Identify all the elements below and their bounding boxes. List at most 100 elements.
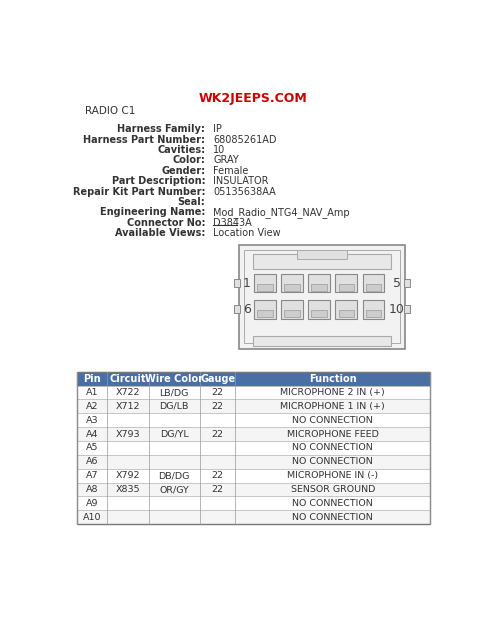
Bar (254, 300, 276, 319)
Text: DG/YL: DG/YL (160, 429, 189, 438)
Bar (339, 310, 354, 317)
Text: 5: 5 (393, 276, 400, 290)
Bar (297, 250, 347, 259)
Bar (77, 455, 430, 468)
Bar (308, 300, 330, 319)
Text: 22: 22 (212, 429, 224, 438)
Bar (77, 510, 430, 524)
Bar (77, 399, 430, 413)
Bar (77, 413, 430, 427)
Text: 22: 22 (212, 471, 224, 480)
Text: GRAY: GRAY (213, 156, 239, 165)
Text: A9: A9 (86, 499, 99, 508)
Text: D3843A: D3843A (213, 218, 252, 228)
Text: MICROPHONE 2 IN (+): MICROPHONE 2 IN (+) (280, 388, 385, 397)
Text: A1: A1 (86, 388, 99, 397)
Text: Location View: Location View (213, 228, 281, 238)
Text: A8: A8 (86, 485, 99, 494)
Bar (403, 279, 410, 287)
Bar (336, 274, 357, 292)
Text: Pin: Pin (83, 374, 101, 383)
Text: NO CONNECTION: NO CONNECTION (293, 444, 373, 452)
Text: A6: A6 (86, 458, 99, 467)
Bar (284, 310, 300, 317)
Text: LB/DG: LB/DG (159, 388, 189, 397)
Bar (77, 441, 430, 455)
Text: MICROPHONE 1 IN (+): MICROPHONE 1 IN (+) (280, 402, 385, 411)
Text: Color:: Color: (172, 156, 205, 165)
Bar (234, 279, 240, 287)
Text: OR/GY: OR/GY (159, 485, 189, 494)
Text: 05135638AA: 05135638AA (213, 186, 276, 196)
Bar (77, 372, 430, 524)
Text: Harness Family:: Harness Family: (117, 124, 205, 134)
Text: A4: A4 (86, 429, 99, 438)
Text: IP: IP (213, 124, 222, 134)
Text: NO CONNECTION: NO CONNECTION (293, 458, 373, 467)
Text: Seal:: Seal: (178, 197, 205, 207)
Text: Repair Kit Part Number:: Repair Kit Part Number: (73, 186, 205, 196)
Text: X793: X793 (115, 429, 140, 438)
Bar (403, 305, 410, 313)
Bar (362, 300, 384, 319)
Bar (77, 427, 430, 441)
Bar (308, 274, 330, 292)
Bar (257, 310, 273, 317)
Text: WK2JEEPS.COM: WK2JEEPS.COM (199, 92, 308, 105)
Bar (281, 274, 303, 292)
Text: Circuit: Circuit (109, 374, 146, 383)
Bar (77, 483, 430, 497)
Bar (254, 274, 276, 292)
Text: Function: Function (309, 374, 356, 383)
Text: X835: X835 (115, 485, 140, 494)
Text: RADIO C1: RADIO C1 (85, 106, 136, 116)
Text: INSULATOR: INSULATOR (213, 176, 268, 186)
Text: X712: X712 (115, 402, 140, 411)
Text: Female: Female (213, 166, 248, 176)
Bar (252, 254, 391, 269)
Bar (77, 372, 430, 385)
Text: A3: A3 (86, 416, 99, 425)
Bar (284, 284, 300, 291)
Text: Engineering Name:: Engineering Name: (100, 207, 205, 218)
Bar (77, 468, 430, 483)
Text: 22: 22 (212, 485, 224, 494)
Text: X722: X722 (115, 388, 140, 397)
Text: Available Views:: Available Views: (115, 228, 205, 238)
Text: MICROPHONE FEED: MICROPHONE FEED (287, 429, 379, 438)
Bar (366, 310, 381, 317)
Text: Harness Part Number:: Harness Part Number: (83, 134, 205, 145)
Bar (239, 244, 405, 349)
Bar (311, 284, 327, 291)
Text: A5: A5 (86, 444, 99, 452)
Bar (339, 284, 354, 291)
Text: A7: A7 (86, 471, 99, 480)
Text: MICROPHONE IN (-): MICROPHONE IN (-) (287, 471, 378, 480)
Bar (366, 284, 381, 291)
Text: Mod_Radio_NTG4_NAV_Amp: Mod_Radio_NTG4_NAV_Amp (213, 207, 349, 218)
Text: 10: 10 (213, 145, 225, 155)
Bar (336, 300, 357, 319)
Text: 10: 10 (389, 303, 404, 316)
Bar (77, 385, 430, 399)
Text: X792: X792 (115, 471, 140, 480)
Text: NO CONNECTION: NO CONNECTION (293, 513, 373, 522)
Text: Connector No:: Connector No: (127, 218, 205, 228)
Text: Wire Color: Wire Color (145, 374, 203, 383)
Text: SENSOR GROUND: SENSOR GROUND (291, 485, 375, 494)
Bar (281, 300, 303, 319)
Bar (311, 310, 327, 317)
Bar (244, 250, 400, 343)
Text: 1: 1 (243, 276, 251, 290)
Bar (362, 274, 384, 292)
Text: NO CONNECTION: NO CONNECTION (293, 499, 373, 508)
Text: 6: 6 (243, 303, 251, 316)
Text: A10: A10 (83, 513, 101, 522)
Text: NO CONNECTION: NO CONNECTION (293, 416, 373, 425)
Bar (257, 284, 273, 291)
Bar (234, 305, 240, 313)
Text: 68085261AD: 68085261AD (213, 134, 277, 145)
Text: DB/DG: DB/DG (158, 471, 190, 480)
Bar (252, 336, 391, 346)
Text: 22: 22 (212, 388, 224, 397)
